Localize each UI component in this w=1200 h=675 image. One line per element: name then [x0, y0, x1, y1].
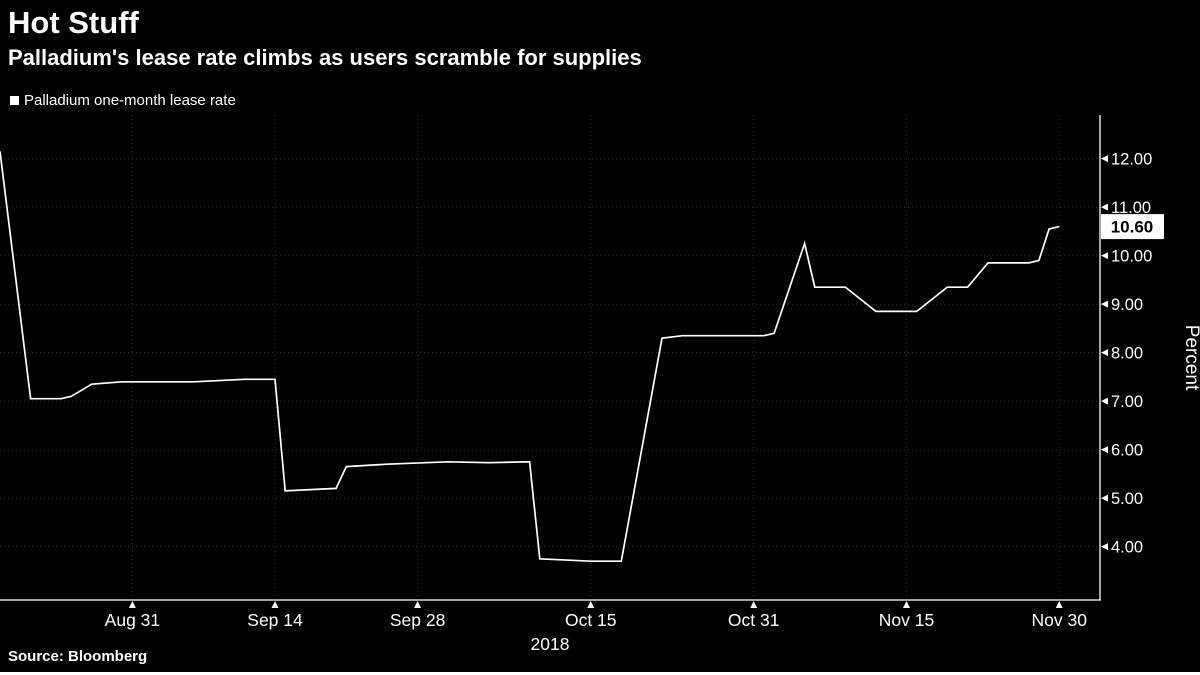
x-tick-label: Nov 30: [1032, 610, 1088, 630]
bottom-bar: [0, 672, 1200, 675]
x-tick-arrow-icon: [587, 601, 595, 608]
y-tick-arrow-icon: [1101, 494, 1108, 502]
legend-label: Palladium one-month lease rate: [24, 92, 236, 109]
x-tick-arrow-icon: [902, 601, 910, 608]
series-line-palladium-lease-rate: [0, 151, 1060, 563]
x-tick-arrow-icon: [414, 601, 422, 608]
chart-subtitle: Palladium's lease rate climbs as users s…: [8, 45, 642, 70]
x-tick-label: Oct 31: [728, 610, 780, 630]
y-axis-title: Percent: [1181, 325, 1200, 391]
y-tick-label: 8.00: [1111, 344, 1143, 362]
y-tick-arrow-icon: [1101, 446, 1108, 454]
x-tick-label: Sep 28: [390, 610, 445, 630]
y-tick-arrow-icon: [1101, 349, 1108, 357]
y-tick-arrow-icon: [1101, 397, 1108, 405]
y-tick-label: 9.00: [1111, 296, 1143, 314]
y-tick-label: 10.00: [1111, 247, 1152, 265]
y-tick-arrow-icon: [1101, 252, 1108, 260]
y-tick-label: 12.00: [1111, 150, 1152, 168]
legend-swatch: [10, 96, 19, 105]
x-tick-arrow-icon: [128, 601, 136, 608]
source-attribution: Source: Bloomberg: [8, 648, 148, 665]
x-tick-label: Oct 15: [565, 610, 617, 630]
y-tick-arrow-icon: [1101, 155, 1108, 163]
y-tick-arrow-icon: [1101, 203, 1108, 211]
y-tick-label: 5.00: [1111, 490, 1143, 508]
x-tick-label: Aug 31: [105, 610, 160, 630]
y-tick-label: 4.00: [1111, 538, 1143, 556]
x-tick-arrow-icon: [271, 601, 279, 608]
x-axis-year-label: 2018: [531, 634, 570, 654]
x-tick-arrow-icon: [1055, 601, 1063, 608]
y-tick-arrow-icon: [1101, 300, 1108, 308]
y-tick-arrow-icon: [1101, 543, 1108, 551]
svg-text:10.60: 10.60: [1111, 218, 1154, 237]
y-tick-label: 6.00: [1111, 441, 1143, 459]
x-tick-label: Sep 14: [247, 610, 303, 630]
chart-legend: Palladium one-month lease rate: [10, 92, 236, 109]
y-tick-label: 7.00: [1111, 393, 1143, 411]
last-value-badge: 10.60: [1101, 214, 1164, 240]
x-tick-arrow-icon: [750, 601, 758, 608]
chart-title: Hot Stuff: [8, 5, 139, 40]
y-tick-label: 11.00: [1111, 199, 1151, 217]
x-tick-label: Nov 15: [879, 610, 934, 630]
